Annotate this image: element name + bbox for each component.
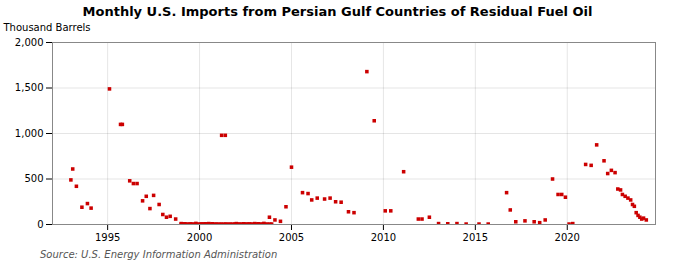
svg-text:500: 500 — [24, 173, 43, 184]
svg-text:2010: 2010 — [371, 232, 396, 243]
svg-text:2020: 2020 — [555, 232, 580, 243]
svg-text:2015: 2015 — [463, 232, 488, 243]
html-text:Monthly U.S. Imports from Pers: Monthly U.S. Imports from Persian Gulf C… — [82, 4, 593, 19]
svg-text:1,500: 1,500 — [15, 82, 44, 93]
svg-text:Thousand Barrels: Thousand Barrels — [3, 22, 91, 33]
svg-text:0: 0 — [37, 219, 43, 230]
svg-text:2000: 2000 — [187, 232, 212, 243]
svg-text:1,000: 1,000 — [15, 128, 44, 139]
svg-text:2,000: 2,000 — [15, 37, 44, 48]
svg-text:2005: 2005 — [279, 232, 304, 243]
svg-text:1995: 1995 — [95, 232, 120, 243]
html-text:Source: U.S. Energy Informatio: Source: U.S. Energy Information Administ… — [40, 249, 278, 260]
